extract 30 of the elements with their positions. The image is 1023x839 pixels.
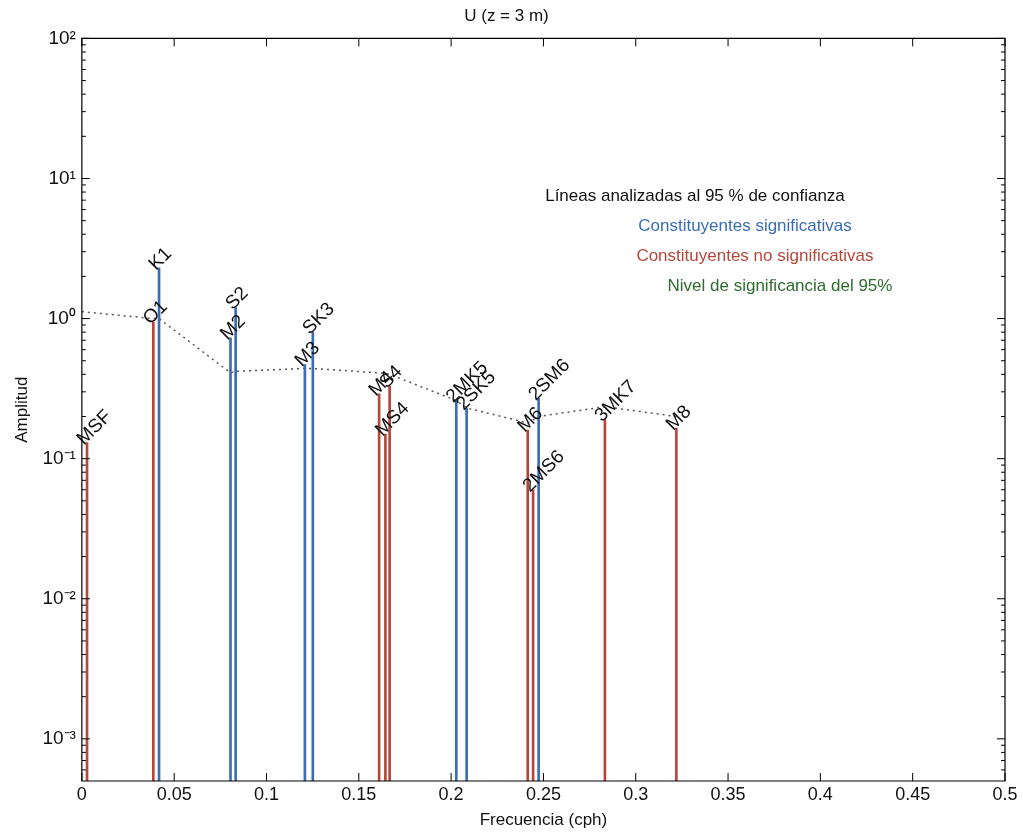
y-tick-label: 10⁻¹ xyxy=(42,446,76,468)
y-tick-label: 10⁻³ xyxy=(42,727,76,749)
y-tick-label: 10¹ xyxy=(48,166,76,188)
x-tick-label: 0.3 xyxy=(623,783,649,804)
x-axis-title: Frecuencia (cph) xyxy=(479,810,608,830)
x-tick-label: 0.5 xyxy=(992,783,1018,804)
annotation: M6 xyxy=(512,402,547,436)
annotation: O1 xyxy=(138,295,172,329)
text: Constituyentes significativas xyxy=(638,216,852,236)
x-tick-label: 0.15 xyxy=(341,783,377,804)
annotation: K1 xyxy=(144,242,176,274)
annotation: SK3 xyxy=(297,297,339,338)
legend-title: Líneas analizadas al 95 % de confianza xyxy=(545,186,846,206)
text: Constituyentes no significativas xyxy=(636,246,874,266)
y-axis-title: Amplitud xyxy=(11,376,31,443)
x-tick-label: 0.2 xyxy=(438,783,464,804)
annotation: Nivel de significancia del 95% xyxy=(667,276,893,296)
x-tick-label: 0.05 xyxy=(156,783,192,804)
x-tick-label: 0 xyxy=(76,783,87,804)
y-tick-label: 10⁻² xyxy=(42,586,76,608)
chart-title: U (z = 3 m) xyxy=(464,5,549,25)
annotation: M3 xyxy=(289,336,324,371)
y-tick-label: 10² xyxy=(48,26,76,48)
x-tick-label: 0.25 xyxy=(525,783,561,804)
x-tick-label: 0.45 xyxy=(895,783,931,804)
x-tick-label: 0.4 xyxy=(807,783,833,804)
y-tick-label: 10⁰ xyxy=(47,306,76,328)
x-tick-label: 0.1 xyxy=(253,783,279,804)
x-tick-label: 0.35 xyxy=(710,783,746,804)
annotation: M8 xyxy=(661,400,695,435)
